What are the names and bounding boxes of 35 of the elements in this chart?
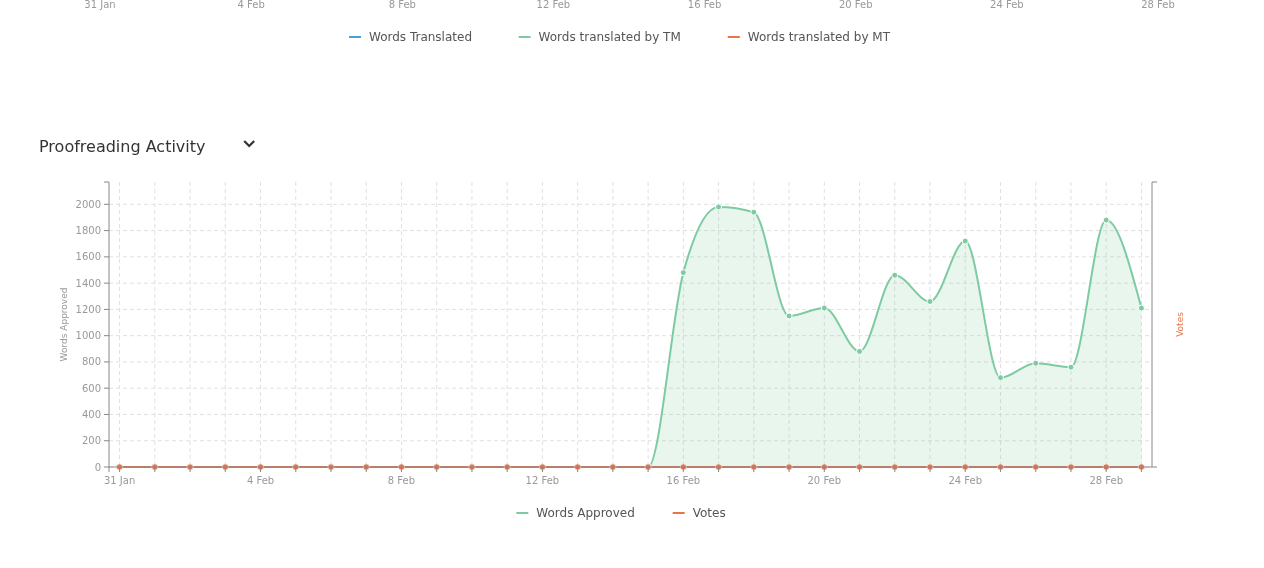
category-label: 12 Feb: [536, 0, 571, 10]
category-label: 8 Feb: [388, 0, 416, 10]
y-tick-label: 600: [81, 382, 101, 394]
y-tick-label: 1200: [75, 303, 101, 315]
category-label: 4 Feb: [237, 0, 265, 10]
y-tick-label: 1400: [75, 277, 101, 289]
y-tick-label: 2000: [75, 198, 101, 210]
x-tick-label: 31 Jan: [103, 475, 136, 486]
legend-label: Words translated by TM: [538, 30, 681, 44]
category-label: 24 Feb: [990, 0, 1024, 10]
y2-axis-title: Votes: [1175, 311, 1185, 337]
x-tick-label: 4 Feb: [246, 475, 275, 486]
y-tick-label: 1600: [75, 251, 101, 263]
y-tick-label: 1000: [75, 330, 101, 342]
legend-label: Words Approved: [536, 506, 635, 520]
x-tick-label: 20 Feb: [807, 475, 842, 486]
y-axis-title: Words Approved: [59, 287, 69, 362]
legend-label: Votes: [692, 506, 726, 520]
y-tick-label: 200: [81, 435, 101, 447]
y-tick-label: 800: [81, 356, 101, 368]
chart-title: Proofreading Activity: [39, 137, 206, 156]
y-tick-label: 400: [81, 408, 101, 420]
category-label: 16 Feb: [687, 0, 722, 10]
y-tick-label: 0: [94, 461, 101, 473]
category-label: 20 Feb: [838, 0, 873, 10]
x-tick-label: 16 Feb: [666, 475, 701, 486]
x-tick-label: 28 Feb: [1089, 475, 1123, 486]
legend-label: Words Translated: [369, 30, 473, 44]
category-label: 28 Feb: [1141, 0, 1175, 10]
y-tick-label: 1800: [75, 225, 101, 237]
x-tick-label: 24 Feb: [948, 475, 983, 486]
category-label: 31 Jan: [84, 0, 116, 10]
legend-label: Words translated by MT: [747, 30, 891, 44]
x-tick-label: 12 Feb: [525, 475, 560, 486]
x-tick-label: 8 Feb: [387, 475, 416, 486]
